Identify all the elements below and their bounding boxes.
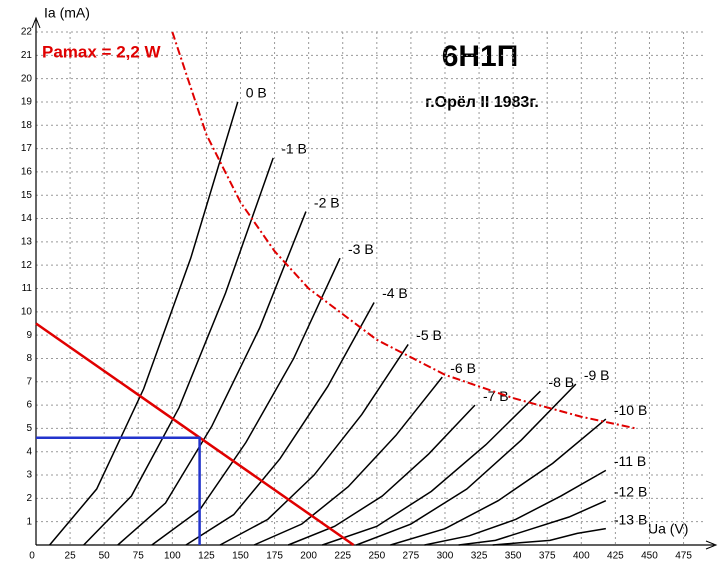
- y-tick-label: 5: [26, 423, 32, 434]
- curve: [117, 211, 307, 546]
- y-tick-label: 2: [26, 493, 32, 504]
- overlay-line: [35, 322, 355, 547]
- overlay-line: [171, 31, 637, 430]
- y-axis-label: Ia (mA): [44, 5, 90, 21]
- curve-label: -13 В: [614, 511, 647, 527]
- x-axis-label: Ua (V): [648, 521, 688, 537]
- y-tick-label: 7: [26, 376, 32, 387]
- overlay-line: [36, 436, 201, 545]
- y-tick-label: 20: [21, 73, 33, 84]
- x-tick-label: 275: [403, 551, 420, 562]
- x-tick-label: 250: [368, 551, 385, 562]
- overlay-label: Pamax = 2,2 W: [42, 42, 162, 61]
- chart-subtitle: г.Орёл II 1983г.: [425, 94, 539, 111]
- y-tick-label: 12: [21, 260, 33, 271]
- curve: [390, 418, 607, 546]
- curve-label: -11 В: [614, 453, 646, 469]
- x-tick-label: 0: [29, 551, 35, 562]
- curve: [219, 344, 409, 546]
- y-tick-label: 13: [21, 237, 33, 248]
- x-tick-label: 325: [471, 551, 488, 562]
- y-tick-label: 14: [21, 213, 33, 224]
- curve: [185, 302, 375, 546]
- x-tick-label: 450: [641, 551, 658, 562]
- y-tick-label: 22: [21, 27, 33, 38]
- y-tick-label: 3: [26, 470, 32, 481]
- y-tick-label: 1: [26, 516, 32, 527]
- y-tick-label: 16: [21, 167, 33, 178]
- axis-arrow: [705, 540, 718, 550]
- x-tick-label: 425: [607, 551, 624, 562]
- x-tick-label: 475: [675, 551, 692, 562]
- y-tick-label: 6: [26, 400, 32, 411]
- curve-label: -3 В: [348, 241, 374, 257]
- chart-title: 6Н1П: [442, 40, 519, 73]
- curve: [83, 157, 274, 546]
- x-tick-label: 75: [133, 551, 145, 562]
- curve: [253, 376, 443, 546]
- x-tick-label: 375: [539, 551, 556, 562]
- curve: [322, 390, 541, 546]
- x-tick-label: 100: [164, 551, 181, 562]
- curve-label: -12 В: [614, 483, 647, 499]
- x-tick-label: 50: [99, 551, 111, 562]
- axis-arrow: [31, 16, 41, 29]
- x-tick-label: 25: [65, 551, 77, 562]
- curve-label: -8 В: [548, 374, 574, 390]
- x-tick-label: 300: [437, 551, 454, 562]
- curve: [356, 383, 577, 546]
- y-tick-label: 10: [21, 306, 33, 317]
- curve-label: -5 В: [416, 327, 442, 343]
- y-tick-label: 4: [26, 446, 32, 457]
- x-tick-label: 125: [198, 551, 215, 562]
- curve-label: -6 В: [450, 360, 476, 376]
- y-tick-label: 21: [21, 50, 33, 61]
- curve-label: -4 В: [382, 285, 408, 301]
- y-tick-label: 17: [21, 143, 33, 154]
- curve-label: -2 В: [314, 194, 340, 210]
- y-tick-label: 9: [26, 330, 32, 341]
- curve: [458, 500, 607, 546]
- y-tick-label: 15: [21, 190, 33, 201]
- x-tick-label: 225: [334, 551, 351, 562]
- curve: [151, 257, 341, 546]
- y-tick-label: 18: [21, 120, 33, 131]
- y-tick-label: 8: [26, 353, 32, 364]
- curve: [287, 404, 476, 546]
- y-tick-label: 19: [21, 97, 33, 108]
- curve-label: -7 В: [483, 388, 509, 404]
- x-tick-label: 150: [232, 551, 249, 562]
- y-tick-label: 11: [22, 283, 33, 294]
- curve: [424, 469, 607, 546]
- x-tick-label: 200: [300, 551, 317, 562]
- x-tick-label: 400: [573, 551, 590, 562]
- curve-label: 0 В: [246, 85, 267, 101]
- curve-label: -1 В: [281, 141, 307, 157]
- curve-label: -10 В: [614, 402, 647, 418]
- x-tick-label: 350: [505, 551, 522, 562]
- x-tick-label: 175: [266, 551, 283, 562]
- curve: [49, 101, 239, 546]
- curve: [492, 527, 606, 546]
- curve-label: -9 В: [584, 367, 610, 383]
